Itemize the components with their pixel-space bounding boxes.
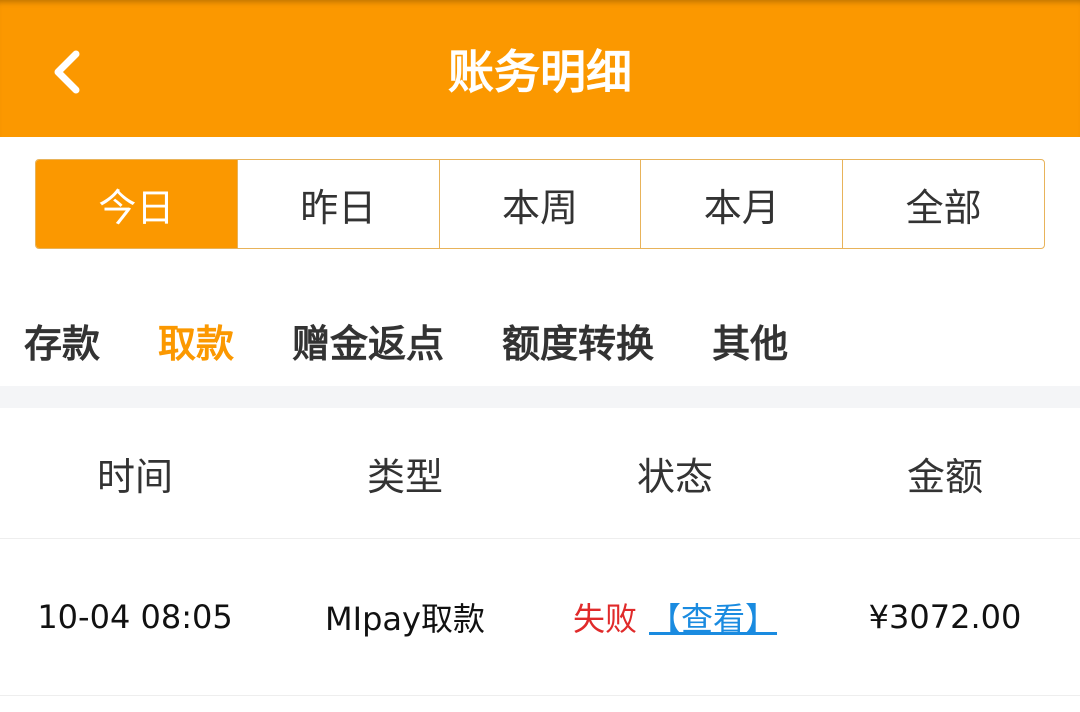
- date-filter-tabs: 今日 昨日 本周 本月 全部: [35, 159, 1045, 249]
- row-type: MIpay取款: [325, 600, 485, 638]
- tab-this-week[interactable]: 本周: [438, 160, 641, 248]
- tab-transfer[interactable]: 额度转换: [502, 321, 655, 366]
- row-time: 10-04 08:05: [37, 598, 233, 636]
- tab-today[interactable]: 今日: [36, 160, 237, 248]
- tab-other[interactable]: 其他: [712, 321, 789, 366]
- status-badge: 失败: [572, 600, 637, 638]
- page-title: 账务明细: [448, 45, 632, 99]
- row-status-cell: 失败 【查看】: [540, 539, 810, 695]
- table-row: 10-04 08:05 MIpay取款 失败 【查看】 ¥3072.00: [0, 539, 1080, 696]
- view-details-link[interactable]: 【查看】: [649, 600, 778, 638]
- app-header: 账务明细: [0, 0, 1080, 137]
- table-header: 时间 类型 状态 金额: [0, 408, 1080, 539]
- header-amount: 金额: [906, 454, 983, 499]
- row-amount: ¥3072.00: [868, 598, 1022, 636]
- back-button[interactable]: [48, 48, 88, 96]
- tab-this-month[interactable]: 本月: [640, 160, 842, 248]
- divider: [0, 386, 1080, 408]
- tab-bonus-rebate[interactable]: 赠金返点: [292, 321, 445, 366]
- header-type: 类型: [366, 454, 443, 499]
- header-time: 时间: [96, 454, 173, 499]
- chevron-left-icon: [54, 50, 80, 94]
- tab-yesterday[interactable]: 昨日: [236, 160, 439, 248]
- tab-deposit[interactable]: 存款: [24, 321, 101, 366]
- category-tabs: 存款 取款 赠金返点 额度转换 其他: [0, 300, 788, 380]
- header-status: 状态: [636, 454, 713, 499]
- tab-all[interactable]: 全部: [842, 160, 1044, 248]
- tab-withdraw[interactable]: 取款: [158, 321, 235, 366]
